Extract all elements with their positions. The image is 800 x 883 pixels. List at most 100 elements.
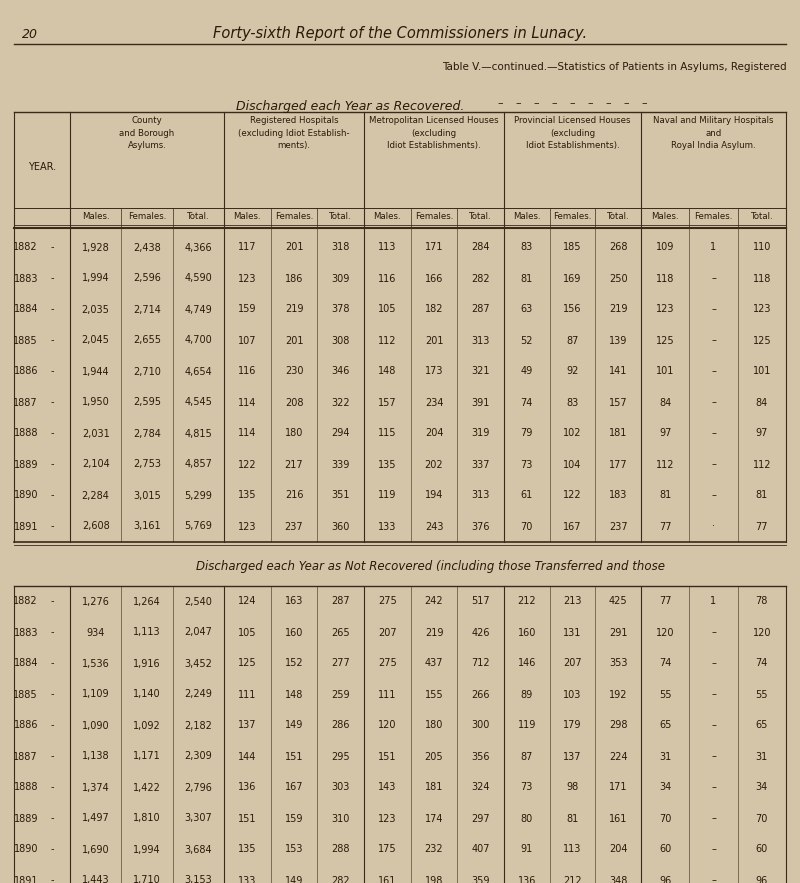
Text: 148: 148 [378,366,397,376]
Text: 101: 101 [656,366,674,376]
Text: 319: 319 [471,428,490,439]
Text: 378: 378 [331,305,350,314]
Text: 181: 181 [425,782,443,793]
Text: 351: 351 [331,490,350,501]
Text: 1,536: 1,536 [82,659,110,668]
Text: 159: 159 [285,813,303,824]
Text: 177: 177 [609,459,627,470]
Text: 119: 119 [378,490,397,501]
Text: 339: 339 [331,459,350,470]
Text: 204: 204 [425,428,443,439]
Text: –: – [569,98,575,108]
Text: Metropolitan Licensed Houses
(excluding
Idiot Establishments).: Metropolitan Licensed Houses (excluding … [369,116,499,150]
Text: 96: 96 [756,876,768,883]
Text: –: – [711,305,716,314]
Text: Discharged each Year as Not Recovered (including those Transferred and those: Discharged each Year as Not Recovered (i… [195,560,665,573]
Text: 65: 65 [659,721,671,730]
Text: 112: 112 [753,459,771,470]
Text: 167: 167 [563,522,582,532]
Text: 294: 294 [331,428,350,439]
Text: 1,171: 1,171 [133,751,161,761]
Text: 1,422: 1,422 [133,782,161,793]
Text: 125: 125 [656,336,674,345]
Text: 219: 219 [425,628,443,638]
Text: Naval and Military Hospitals
and
Royal India Asylum.: Naval and Military Hospitals and Royal I… [654,116,774,150]
Text: 5,299: 5,299 [184,490,212,501]
Text: 3,684: 3,684 [185,844,212,855]
Text: 20: 20 [22,28,38,41]
Text: 107: 107 [238,336,257,345]
Text: 1888: 1888 [14,428,38,439]
Text: 287: 287 [331,597,350,607]
Text: 1,374: 1,374 [82,782,110,793]
Text: 31: 31 [756,751,768,761]
Text: 63: 63 [521,305,533,314]
Text: 204: 204 [609,844,627,855]
Text: 712: 712 [471,659,490,668]
Text: –: – [711,844,716,855]
Text: -: - [50,490,54,501]
Text: Total.: Total. [607,212,630,221]
Text: –: – [711,336,716,345]
Text: 277: 277 [331,659,350,668]
Text: 324: 324 [471,782,490,793]
Text: 1889: 1889 [14,813,38,824]
Text: 224: 224 [609,751,627,761]
Text: 4,545: 4,545 [184,397,212,407]
Text: 2,595: 2,595 [133,397,161,407]
Text: 298: 298 [609,721,627,730]
Text: 437: 437 [425,659,443,668]
Text: 208: 208 [285,397,303,407]
Text: 61: 61 [521,490,533,501]
Text: 78: 78 [756,597,768,607]
Text: 125: 125 [238,659,257,668]
Text: 111: 111 [378,690,397,699]
Text: 104: 104 [563,459,582,470]
Text: 120: 120 [378,721,397,730]
Text: 65: 65 [756,721,768,730]
Text: 73: 73 [521,782,533,793]
Text: -: - [50,366,54,376]
Text: 186: 186 [285,274,303,283]
Text: 1886: 1886 [14,721,38,730]
Text: 120: 120 [656,628,674,638]
Text: 151: 151 [378,751,397,761]
Text: 310: 310 [331,813,350,824]
Text: 425: 425 [609,597,627,607]
Text: 171: 171 [609,782,627,793]
Text: 353: 353 [609,659,627,668]
Text: 152: 152 [285,659,303,668]
Text: 149: 149 [285,876,303,883]
Text: 1887: 1887 [14,397,38,407]
Text: 4,700: 4,700 [185,336,212,345]
Text: –: – [711,690,716,699]
Text: Females.: Females. [694,212,733,221]
Text: -: - [50,428,54,439]
Text: 242: 242 [425,597,443,607]
Text: 80: 80 [521,813,533,824]
Text: 286: 286 [331,721,350,730]
Text: 426: 426 [471,628,490,638]
Text: 112: 112 [378,336,397,345]
Text: 157: 157 [609,397,627,407]
Text: Table V.—continued.—Statistics of Patients in Asylums, Registered: Table V.—continued.—Statistics of Patien… [442,62,787,72]
Text: 1,113: 1,113 [133,628,161,638]
Text: 3,452: 3,452 [184,659,212,668]
Text: 201: 201 [285,336,303,345]
Text: 77: 77 [755,522,768,532]
Text: 74: 74 [521,397,533,407]
Text: 160: 160 [285,628,303,638]
Text: Total.: Total. [470,212,492,221]
Text: –: – [711,490,716,501]
Text: 192: 192 [609,690,627,699]
Text: 118: 118 [753,274,771,283]
Text: 49: 49 [521,366,533,376]
Text: -: - [50,522,54,532]
Text: 5,769: 5,769 [184,522,212,532]
Text: 2,608: 2,608 [82,522,110,532]
Text: 84: 84 [659,397,671,407]
Text: –: – [711,813,716,824]
Text: 2,104: 2,104 [82,459,110,470]
Text: -: - [50,305,54,314]
Text: Males.: Males. [374,212,401,221]
